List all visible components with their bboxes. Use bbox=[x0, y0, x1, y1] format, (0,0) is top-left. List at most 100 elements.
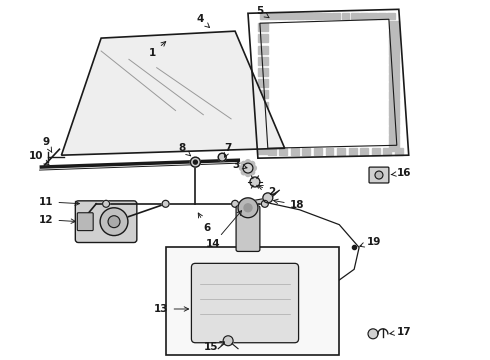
Polygon shape bbox=[389, 21, 399, 29]
Polygon shape bbox=[372, 148, 380, 155]
Polygon shape bbox=[296, 13, 304, 19]
Polygon shape bbox=[387, 13, 395, 19]
Circle shape bbox=[251, 166, 256, 171]
Circle shape bbox=[108, 216, 120, 228]
Polygon shape bbox=[349, 148, 357, 155]
Polygon shape bbox=[258, 146, 268, 154]
Polygon shape bbox=[389, 73, 399, 81]
Circle shape bbox=[194, 160, 197, 164]
Circle shape bbox=[218, 153, 226, 161]
Circle shape bbox=[223, 336, 233, 346]
Polygon shape bbox=[360, 13, 368, 19]
Polygon shape bbox=[389, 82, 399, 90]
Polygon shape bbox=[369, 13, 377, 19]
Circle shape bbox=[243, 163, 253, 173]
Polygon shape bbox=[389, 39, 399, 46]
Polygon shape bbox=[258, 113, 268, 121]
Text: 10: 10 bbox=[29, 151, 49, 165]
Polygon shape bbox=[305, 13, 313, 19]
Circle shape bbox=[241, 170, 246, 175]
Circle shape bbox=[245, 159, 250, 165]
Polygon shape bbox=[314, 148, 322, 155]
Polygon shape bbox=[325, 148, 334, 155]
Text: 12: 12 bbox=[39, 215, 75, 225]
Polygon shape bbox=[342, 13, 349, 19]
Polygon shape bbox=[389, 126, 399, 134]
Circle shape bbox=[241, 161, 246, 166]
Circle shape bbox=[368, 329, 378, 339]
Polygon shape bbox=[314, 13, 322, 19]
FancyBboxPatch shape bbox=[77, 213, 93, 231]
Text: 14: 14 bbox=[206, 211, 242, 249]
Polygon shape bbox=[395, 148, 403, 155]
Polygon shape bbox=[269, 13, 277, 19]
Polygon shape bbox=[260, 13, 268, 19]
Polygon shape bbox=[279, 148, 287, 155]
Polygon shape bbox=[337, 148, 345, 155]
Text: 15: 15 bbox=[204, 341, 224, 352]
Polygon shape bbox=[291, 148, 299, 155]
Circle shape bbox=[250, 170, 255, 175]
Text: 5: 5 bbox=[256, 6, 269, 18]
Polygon shape bbox=[389, 65, 399, 73]
Polygon shape bbox=[258, 102, 268, 109]
Polygon shape bbox=[258, 90, 268, 98]
Polygon shape bbox=[258, 46, 268, 54]
Polygon shape bbox=[389, 48, 399, 55]
Circle shape bbox=[240, 166, 245, 171]
Polygon shape bbox=[351, 13, 359, 19]
Polygon shape bbox=[235, 190, 280, 204]
Polygon shape bbox=[278, 13, 286, 19]
Text: 3: 3 bbox=[233, 160, 247, 170]
Circle shape bbox=[244, 204, 252, 212]
Circle shape bbox=[250, 177, 260, 187]
Text: 8: 8 bbox=[178, 143, 191, 156]
Text: 17: 17 bbox=[390, 327, 412, 337]
Polygon shape bbox=[378, 13, 386, 19]
Text: 2: 2 bbox=[258, 185, 275, 197]
Polygon shape bbox=[258, 68, 268, 76]
Circle shape bbox=[100, 208, 128, 235]
Polygon shape bbox=[287, 13, 295, 19]
Circle shape bbox=[261, 201, 269, 207]
FancyBboxPatch shape bbox=[192, 264, 298, 343]
Text: 19: 19 bbox=[360, 237, 381, 247]
Polygon shape bbox=[389, 30, 399, 38]
Polygon shape bbox=[389, 143, 399, 151]
Polygon shape bbox=[332, 13, 341, 19]
Circle shape bbox=[162, 201, 169, 207]
Polygon shape bbox=[258, 57, 268, 65]
Polygon shape bbox=[389, 117, 399, 125]
Circle shape bbox=[263, 193, 273, 203]
Polygon shape bbox=[360, 148, 368, 155]
Circle shape bbox=[238, 198, 258, 218]
Text: 6: 6 bbox=[198, 213, 210, 233]
Polygon shape bbox=[61, 31, 285, 155]
FancyBboxPatch shape bbox=[75, 201, 137, 243]
Polygon shape bbox=[389, 108, 399, 116]
Polygon shape bbox=[383, 148, 391, 155]
Polygon shape bbox=[389, 56, 399, 64]
Polygon shape bbox=[258, 35, 268, 42]
Text: 11: 11 bbox=[39, 197, 79, 207]
Text: 7: 7 bbox=[224, 143, 232, 157]
FancyBboxPatch shape bbox=[166, 247, 339, 355]
Polygon shape bbox=[258, 79, 268, 87]
Text: 9: 9 bbox=[43, 137, 52, 153]
Polygon shape bbox=[389, 100, 399, 108]
FancyBboxPatch shape bbox=[236, 206, 260, 251]
Polygon shape bbox=[302, 148, 310, 155]
Text: 13: 13 bbox=[154, 304, 189, 314]
Polygon shape bbox=[268, 148, 276, 155]
Text: 4: 4 bbox=[196, 14, 210, 27]
Polygon shape bbox=[323, 13, 331, 19]
Circle shape bbox=[245, 172, 250, 176]
Polygon shape bbox=[258, 135, 268, 143]
Polygon shape bbox=[389, 135, 399, 143]
Polygon shape bbox=[389, 91, 399, 99]
Text: 18: 18 bbox=[273, 199, 304, 210]
Circle shape bbox=[375, 171, 383, 179]
Circle shape bbox=[250, 161, 255, 166]
Circle shape bbox=[102, 201, 110, 207]
Polygon shape bbox=[258, 124, 268, 132]
